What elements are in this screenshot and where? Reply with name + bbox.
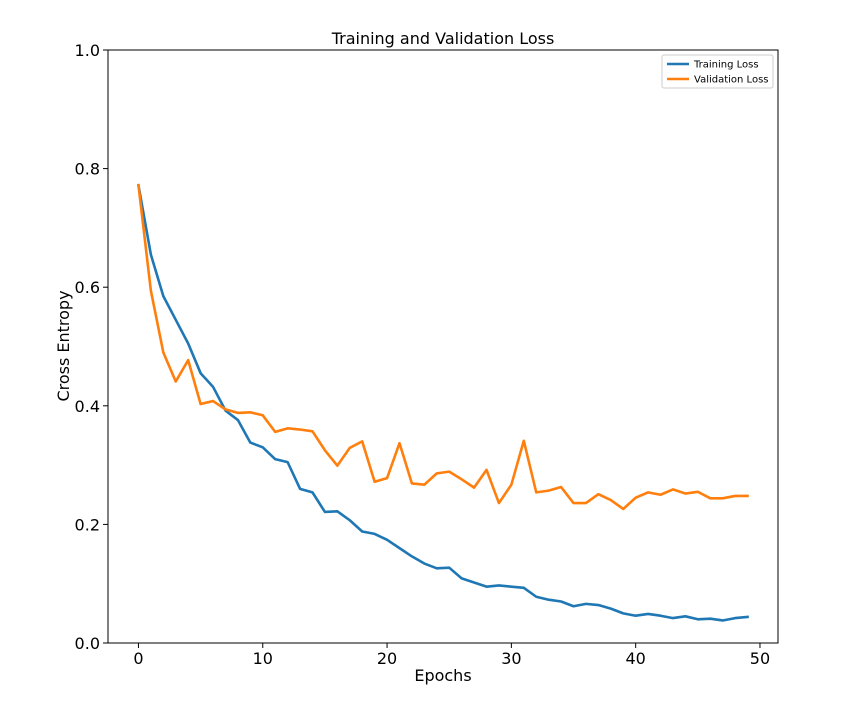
x-axis-label: Epochs [414,666,471,685]
x-tick-label: 50 [750,649,770,668]
y-tick-label: 0.0 [75,634,100,653]
x-tick-label: 0 [133,649,143,668]
y-tick-label: 0.8 [75,160,100,179]
y-tick-label: 0.2 [75,515,100,534]
legend: Training Loss Validation Loss [661,54,774,89]
y-tick-label: 0.4 [75,397,100,416]
x-tick-label: 10 [253,649,273,668]
legend-box [661,54,774,89]
plot-frame [107,49,779,644]
y-tick-label: 0.6 [75,278,100,297]
x-tick-label: 20 [377,649,397,668]
series-line-training-loss [136,183,749,622]
plot-area: 0 10 20 30 40 50 0.0 0.2 0.4 0.6 0.8 1.0 [75,41,779,668]
legend-label-validation-loss: Validation Loss [694,75,769,86]
legend-label-training-loss: Training Loss [693,60,759,71]
chart-title: Training and Validation Loss [331,29,555,48]
x-tick-label: 30 [501,649,521,668]
y-tick-label: 1.0 [75,41,100,60]
y-axis-label: Cross Entropy [54,290,73,401]
x-tick-label: 40 [625,649,645,668]
series-line-validation-loss [137,183,749,511]
